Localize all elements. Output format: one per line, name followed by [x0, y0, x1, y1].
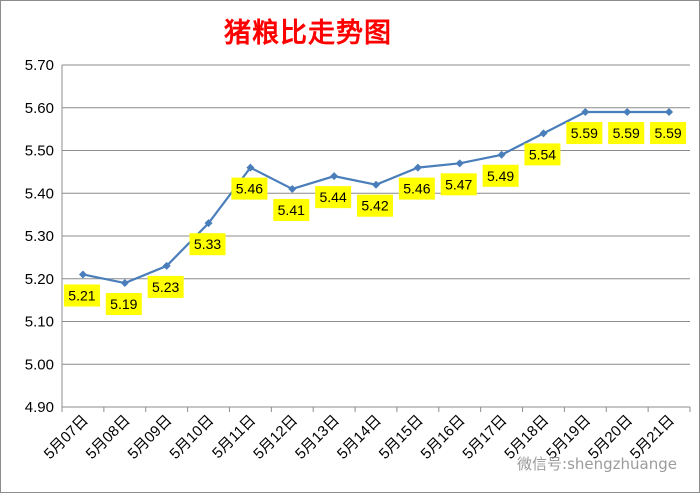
data-label: 5.23	[152, 279, 179, 295]
data-label: 5.19	[110, 296, 137, 312]
data-label: 5.41	[278, 202, 305, 218]
x-tick-label: 5月17日	[459, 412, 510, 463]
data-label-box	[189, 233, 226, 256]
x-tick-label: 5月16日	[418, 412, 469, 463]
data-label-box	[231, 177, 268, 200]
watermark-text: 微信号:shengzhuange	[517, 455, 677, 473]
y-tick-label: 5.00	[25, 356, 54, 373]
data-point	[665, 108, 674, 117]
data-label: 5.59	[654, 125, 681, 141]
y-tick-label: 5.50	[25, 143, 54, 160]
data-label: 5.44	[320, 189, 347, 205]
x-tick-label: 5月08日	[83, 412, 134, 463]
data-label-box	[398, 177, 435, 200]
data-point	[246, 163, 255, 172]
data-point	[162, 261, 171, 270]
data-label: 5.46	[236, 181, 263, 197]
data-point	[455, 159, 464, 168]
data-point	[372, 180, 380, 189]
data-label-box	[482, 164, 519, 187]
data-point	[623, 108, 632, 117]
data-label-box	[105, 293, 142, 316]
y-tick-label: 5.30	[25, 228, 54, 245]
data-point	[204, 219, 213, 228]
y-tick-label: 5.70	[25, 57, 54, 74]
data-label-box	[608, 122, 645, 145]
chart-title: 猪粮比走势图	[224, 18, 392, 49]
data-point	[539, 129, 548, 138]
data-label: 5.42	[361, 198, 388, 214]
data-label: 5.49	[487, 168, 514, 184]
y-tick-label: 5.60	[25, 100, 54, 117]
data-label: 5.59	[613, 125, 640, 141]
x-tick-label: 5月14日	[334, 412, 385, 463]
y-tick-label: 4.90	[25, 399, 54, 416]
data-label-box	[357, 194, 393, 217]
x-tick-label: 5月13日	[292, 412, 343, 463]
data-label-box	[63, 284, 100, 307]
data-label-box	[440, 173, 477, 196]
x-tick-label: 5月12日	[250, 412, 301, 463]
data-point	[413, 163, 422, 172]
data-label: 5.21	[68, 287, 95, 303]
data-label-box	[566, 122, 603, 145]
x-tick-label: 5月10日	[166, 412, 217, 463]
data-point	[497, 150, 506, 159]
data-label: 5.47	[445, 176, 472, 192]
x-tick-label: 5月11日	[209, 412, 259, 462]
x-tick-label: 5月15日	[376, 412, 427, 463]
data-point	[78, 270, 87, 279]
data-point	[330, 172, 339, 181]
data-label-box	[315, 186, 352, 209]
y-tick-label: 5.10	[25, 314, 54, 331]
data-point	[288, 184, 297, 193]
y-tick-label: 5.40	[25, 185, 54, 202]
data-label-box	[524, 143, 561, 166]
data-label-box	[273, 198, 310, 221]
x-tick-label: 5月09日	[125, 412, 176, 463]
data-label: 5.46	[403, 181, 430, 197]
data-label-box	[650, 122, 687, 145]
data-point	[120, 279, 129, 288]
data-point	[581, 108, 590, 117]
x-tick-label: 5月07日	[41, 412, 92, 463]
data-label: 5.54	[529, 146, 556, 162]
data-label: 5.33	[194, 236, 221, 252]
data-label-box	[147, 275, 184, 298]
y-tick-label: 5.20	[25, 271, 54, 288]
data-label: 5.59	[571, 125, 598, 141]
